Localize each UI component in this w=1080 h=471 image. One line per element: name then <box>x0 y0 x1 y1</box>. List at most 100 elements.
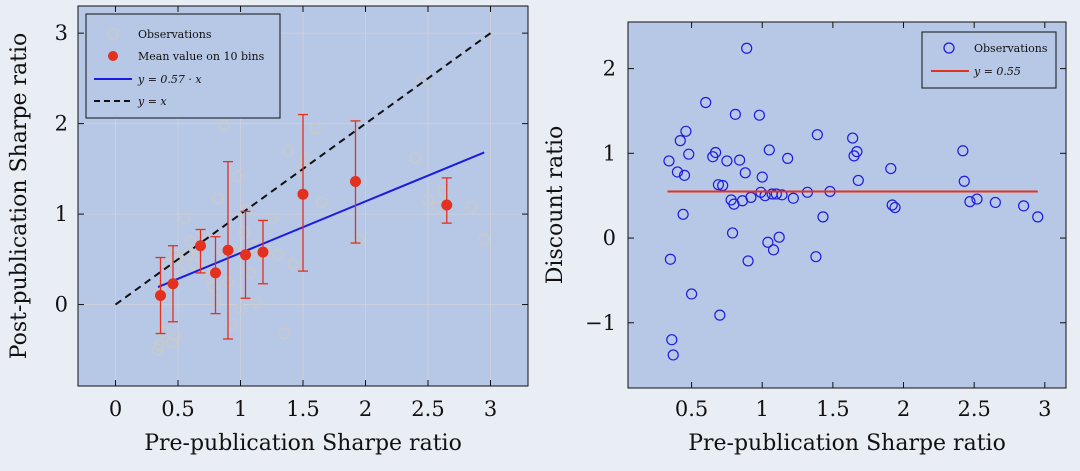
observation-point <box>218 119 230 132</box>
mean-point <box>155 290 166 302</box>
right-x-tick-label: 1.5 <box>816 397 849 421</box>
observation-point <box>309 122 322 134</box>
observation-point <box>153 339 165 352</box>
discount-observation-point <box>817 211 829 223</box>
discount-observation-point <box>683 148 695 160</box>
discount-observation-point <box>989 196 1001 209</box>
discount-observation-point <box>810 251 822 263</box>
observation-point <box>226 318 238 331</box>
right-x-tick-label: 1 <box>756 397 769 421</box>
discount-observation-point <box>671 166 684 178</box>
discount-observation-point <box>756 171 768 183</box>
legend-mean-marker <box>108 51 118 61</box>
discount-observation-point <box>678 169 691 181</box>
discount-observation-point <box>776 189 788 201</box>
observation-point <box>182 249 194 261</box>
right-x-tick-label: 2.5 <box>957 397 990 421</box>
discount-observation-point <box>782 152 794 165</box>
discount-observation-point <box>664 253 676 265</box>
mean-point <box>195 240 206 252</box>
discount-observation-point <box>734 154 746 166</box>
right-chart: 0.5 1 1.5 2 2.5 3 −1 0 1 2 Pre-publication Sharpe… <box>543 21 1067 456</box>
discount-observation-point <box>767 244 780 256</box>
left-y-axis-label: Post-publication Sharpe ratio <box>7 33 32 360</box>
legend-fit-label: y = 0.57 · x <box>137 73 202 86</box>
right-y-tick-label: 1 <box>603 141 616 165</box>
discount-observation-point <box>667 349 679 361</box>
discount-observation-point <box>886 199 898 211</box>
observation-point <box>157 325 169 338</box>
left-chart: 0 0.5 1 1.5 2 2.5 3 0 1 2 3 Pre-publication Sharpe… <box>7 5 529 456</box>
left-y-tick-label: 2 <box>55 112 68 136</box>
discount-observation-point <box>753 109 766 121</box>
discount-observation-point <box>1032 211 1044 223</box>
right-x-tick-label: 2 <box>897 397 910 421</box>
observation-point <box>272 249 284 261</box>
discount-observation-point <box>663 155 675 167</box>
observation-point <box>466 201 478 213</box>
discount-observation-point <box>1018 200 1030 212</box>
observation-point <box>251 297 263 309</box>
right-x-axis-label: Pre-publication Sharpe ratio <box>688 431 1006 456</box>
legend-level-label: y = 0.55 <box>973 65 1021 78</box>
discount-observation-point <box>666 334 678 346</box>
observation-point <box>241 203 253 216</box>
legend-observations-label: Observations <box>138 28 212 41</box>
discount-observation-point <box>709 146 722 159</box>
discount-observation-point <box>811 129 823 141</box>
observation-point <box>409 152 422 164</box>
legend-right-observations-marker <box>943 42 955 54</box>
observation-point <box>212 192 224 205</box>
mean-point <box>350 176 361 188</box>
right-x-tick-label: 3 <box>1038 397 1051 421</box>
mean-point <box>222 244 234 256</box>
discount-observation-point <box>787 192 799 204</box>
observation-point <box>184 235 197 247</box>
observation-point <box>282 145 294 157</box>
discount-observation-point <box>742 255 754 267</box>
left-x-tick-label: 0.5 <box>161 397 194 421</box>
left-x-tick-label: 2.5 <box>411 397 444 421</box>
right-legend: Observations y = 0.55 <box>921 31 1057 89</box>
observation-point <box>422 194 434 207</box>
observation-point <box>437 185 449 198</box>
observation-point <box>478 233 490 246</box>
discount-observation-point <box>674 135 686 147</box>
observation-point <box>294 164 307 177</box>
left-x-tick-label: 3 <box>484 397 497 421</box>
right-ticks: 0.5 1 1.5 2 2.5 3 −1 0 1 2 <box>585 22 1066 421</box>
left-y-tick-label: 0 <box>55 293 68 317</box>
observation-point <box>178 212 190 225</box>
observation-point <box>188 258 200 270</box>
right-x-tick-label: 0.5 <box>675 397 708 421</box>
left-legend: Observations Mean value on 10 bins y = 0… <box>85 13 281 119</box>
discount-observation-point <box>762 236 774 248</box>
legend-mean-label: Mean value on 10 bins <box>138 50 265 63</box>
observation-point <box>207 280 219 293</box>
discount-observation-point <box>889 201 901 214</box>
observation-point <box>287 258 299 270</box>
discount-observation-point <box>677 208 689 220</box>
observation-point <box>232 170 244 182</box>
left-x-axis-label: Pre-publication Sharpe ratio <box>144 431 462 456</box>
discount-observation-point <box>971 193 983 205</box>
discount-observation-point <box>763 144 775 156</box>
discount-observation-point <box>685 288 698 300</box>
observation-point <box>169 330 182 342</box>
observation-point <box>416 74 428 86</box>
observation-point <box>152 344 164 356</box>
left-x-tick-label: 2 <box>359 397 372 421</box>
discount-observation-point <box>741 42 753 54</box>
discount-observation-point <box>957 145 969 157</box>
observation-point <box>299 154 312 166</box>
observation-point <box>166 336 178 349</box>
right-legend-box <box>921 31 1057 89</box>
discount-observation-point <box>885 162 897 175</box>
observation-point <box>353 233 365 246</box>
mean-point <box>210 267 221 279</box>
discount-observation-point <box>714 309 726 321</box>
left-y-tick-label: 3 <box>55 21 68 45</box>
discount-observation-point <box>770 188 782 200</box>
mean-point <box>240 249 251 261</box>
